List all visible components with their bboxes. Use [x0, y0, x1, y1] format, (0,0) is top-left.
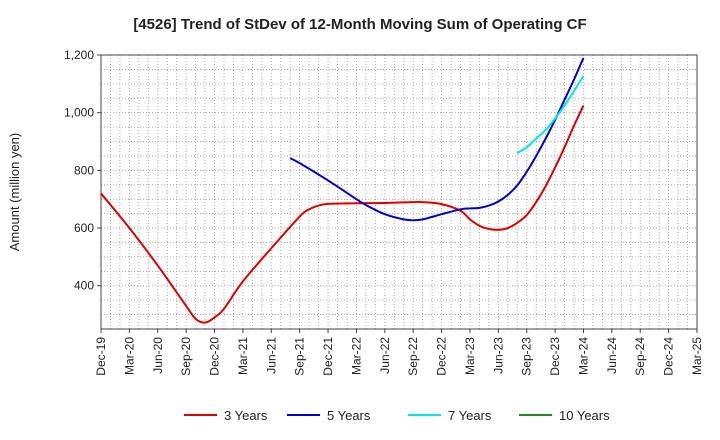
x-tick-label: Sep-24	[633, 337, 647, 376]
x-tick-label: Mar-21	[236, 337, 250, 375]
y-axis: 400 600 800 1,000 1,200	[64, 48, 101, 293]
x-tick-label: Dec-24	[662, 337, 676, 376]
chart-title: [4526] Trend of StDev of 12-Month Moving…	[133, 16, 586, 33]
x-tick-label: Sep-20	[179, 337, 193, 376]
x-tick-label: Mar-20	[122, 337, 136, 375]
x-tick-label: Dec-20	[208, 337, 222, 376]
y-tick-label: 1,200	[64, 48, 94, 62]
y-tick-label: 600	[74, 221, 94, 235]
y-tick-label: 1,000	[64, 106, 94, 120]
x-axis: Dec-19 Mar-20 Jun-20 Sep-20 Dec-20 Mar-21 Jun-…	[94, 329, 704, 376]
x-tick-label: Jun-23	[491, 337, 505, 374]
y-tick-label: 800	[74, 163, 94, 177]
y-axis-label: Amount (million yen)	[7, 133, 22, 252]
y-tick-label: 400	[74, 279, 94, 293]
x-tick-label: Jun-21	[264, 337, 278, 374]
x-tick-label: Jun-24	[605, 337, 619, 374]
legend-label: 5 Years	[327, 408, 371, 423]
plot-frame	[100, 54, 698, 330]
legend-label: 10 Years	[559, 408, 610, 423]
x-tick-label: Dec-22	[435, 337, 449, 376]
x-tick-label: Sep-23	[520, 337, 534, 376]
x-tick-label: Mar-22	[349, 337, 363, 375]
grid	[101, 55, 697, 329]
x-tick-label: Mar-23	[463, 337, 477, 375]
x-tick-label: Mar-25	[690, 337, 704, 375]
x-tick-label: Sep-21	[293, 337, 307, 376]
x-tick-label: Mar-24	[576, 337, 590, 375]
series-line-7-years	[516, 75, 585, 154]
legend-label: 3 Years	[224, 408, 268, 423]
series-line-3-years	[100, 105, 585, 324]
x-tick-label: Jun-22	[378, 337, 392, 374]
x-tick-label: Sep-22	[406, 337, 420, 376]
x-tick-label: Jun-20	[151, 337, 165, 374]
x-tick-label: Dec-19	[94, 337, 108, 376]
legend: 3 Years 5 Years 7 Years 10 Years	[184, 408, 610, 423]
x-tick-label: Dec-23	[548, 337, 562, 376]
series-lines	[100, 57, 585, 324]
x-tick-label: Dec-21	[321, 337, 335, 376]
series-line-5-years	[289, 57, 585, 222]
legend-label: 7 Years	[448, 408, 492, 423]
